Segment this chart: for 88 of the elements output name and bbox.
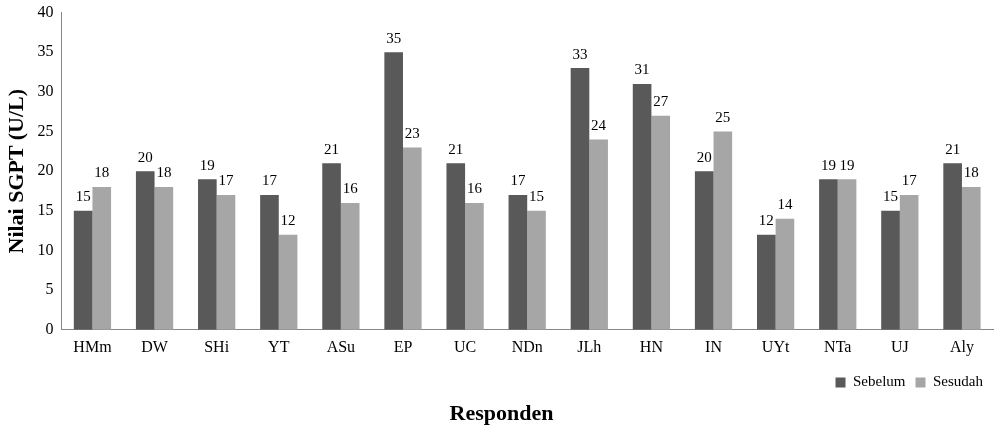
bar [402, 147, 422, 330]
bar [73, 210, 93, 330]
bar [943, 163, 962, 330]
y-tick-label: 35 [37, 42, 54, 60]
bar [260, 194, 279, 330]
bar [527, 210, 546, 330]
x-tick-label: HN [639, 337, 664, 355]
data-label: 19 [199, 156, 215, 173]
data-label: 17 [901, 172, 918, 189]
x-axis-title: Responden [448, 400, 555, 426]
data-label: 19 [820, 156, 836, 173]
data-label: 14 [777, 196, 793, 213]
bar [384, 52, 403, 330]
data-label: 21 [324, 140, 340, 157]
y-tick-label: 25 [37, 121, 54, 139]
data-label: 15 [883, 188, 899, 205]
bar [570, 68, 590, 330]
bar [465, 202, 484, 330]
x-tick-label: UJ [890, 337, 909, 355]
x-tick-label: IN [705, 337, 723, 355]
bar [589, 139, 608, 330]
data-label: 27 [653, 93, 669, 110]
bar [154, 187, 174, 330]
y-tick-label: 5 [45, 280, 54, 298]
bar [92, 187, 112, 330]
data-label: 15 [529, 188, 545, 205]
data-label: 18 [963, 164, 979, 181]
x-tick-label: YT [268, 337, 290, 355]
data-label: 33 [572, 45, 588, 62]
y-axis-title: Nilai SGPT (U/L) [2, 88, 28, 254]
data-label: 19 [839, 156, 855, 173]
data-label: 25 [715, 108, 731, 125]
bar [819, 179, 838, 330]
bar [135, 171, 155, 330]
data-label: 15 [75, 188, 91, 205]
bar [446, 163, 466, 330]
x-tick-label: EP [393, 337, 413, 355]
bar [881, 210, 900, 330]
data-label: 17 [510, 172, 526, 189]
data-label: 16 [342, 180, 359, 197]
y-tick-label: 40 [37, 2, 54, 20]
bar [340, 202, 360, 330]
y-tick-label: 20 [37, 161, 54, 179]
x-tick-label: UYt [761, 337, 790, 355]
bar [322, 163, 341, 330]
legend-label: Sesudah [933, 373, 984, 390]
y-tick-label: 10 [37, 240, 54, 258]
data-label: 21 [448, 140, 464, 157]
data-label: 12 [758, 212, 774, 229]
bar [694, 171, 714, 330]
bar [837, 179, 857, 330]
legend-label: Sebelum [853, 373, 906, 390]
data-label: 12 [280, 212, 296, 229]
x-tick-label: Aly [949, 337, 974, 356]
x-tick-label: SHi [204, 337, 230, 355]
bar [961, 187, 981, 330]
data-label: 20 [696, 148, 712, 165]
y-tick-label: 0 [45, 320, 54, 337]
data-label: 24 [591, 116, 607, 133]
data-label: 31 [634, 61, 650, 78]
x-tick-label: ASu [326, 337, 356, 355]
data-label: 21 [945, 140, 961, 157]
data-label: 17 [261, 172, 278, 189]
x-tick-label: UC [453, 337, 477, 355]
data-label: 35 [386, 29, 402, 46]
bar [651, 115, 671, 330]
bar [278, 234, 298, 330]
x-tick-label: HMm [73, 337, 113, 355]
x-tick-label: NTa [824, 337, 852, 355]
x-tick-label: NDn [511, 337, 543, 355]
y-tick-label: 30 [37, 82, 54, 100]
bar [713, 131, 733, 330]
x-tick-label: JLh [577, 337, 602, 355]
y-tick-label: 15 [37, 201, 54, 219]
data-label: 17 [218, 172, 234, 189]
data-label: 18 [94, 164, 110, 181]
data-label: 18 [156, 164, 172, 181]
data-label: 16 [466, 180, 483, 197]
bar [216, 194, 236, 330]
bar [757, 234, 776, 330]
bar [198, 179, 217, 330]
data-label: 20 [137, 148, 153, 165]
data-label: 23 [404, 124, 420, 141]
bar [775, 218, 795, 330]
bar [899, 194, 919, 330]
bar [632, 83, 652, 330]
bar [508, 194, 528, 330]
x-tick-label: DW [141, 337, 169, 355]
